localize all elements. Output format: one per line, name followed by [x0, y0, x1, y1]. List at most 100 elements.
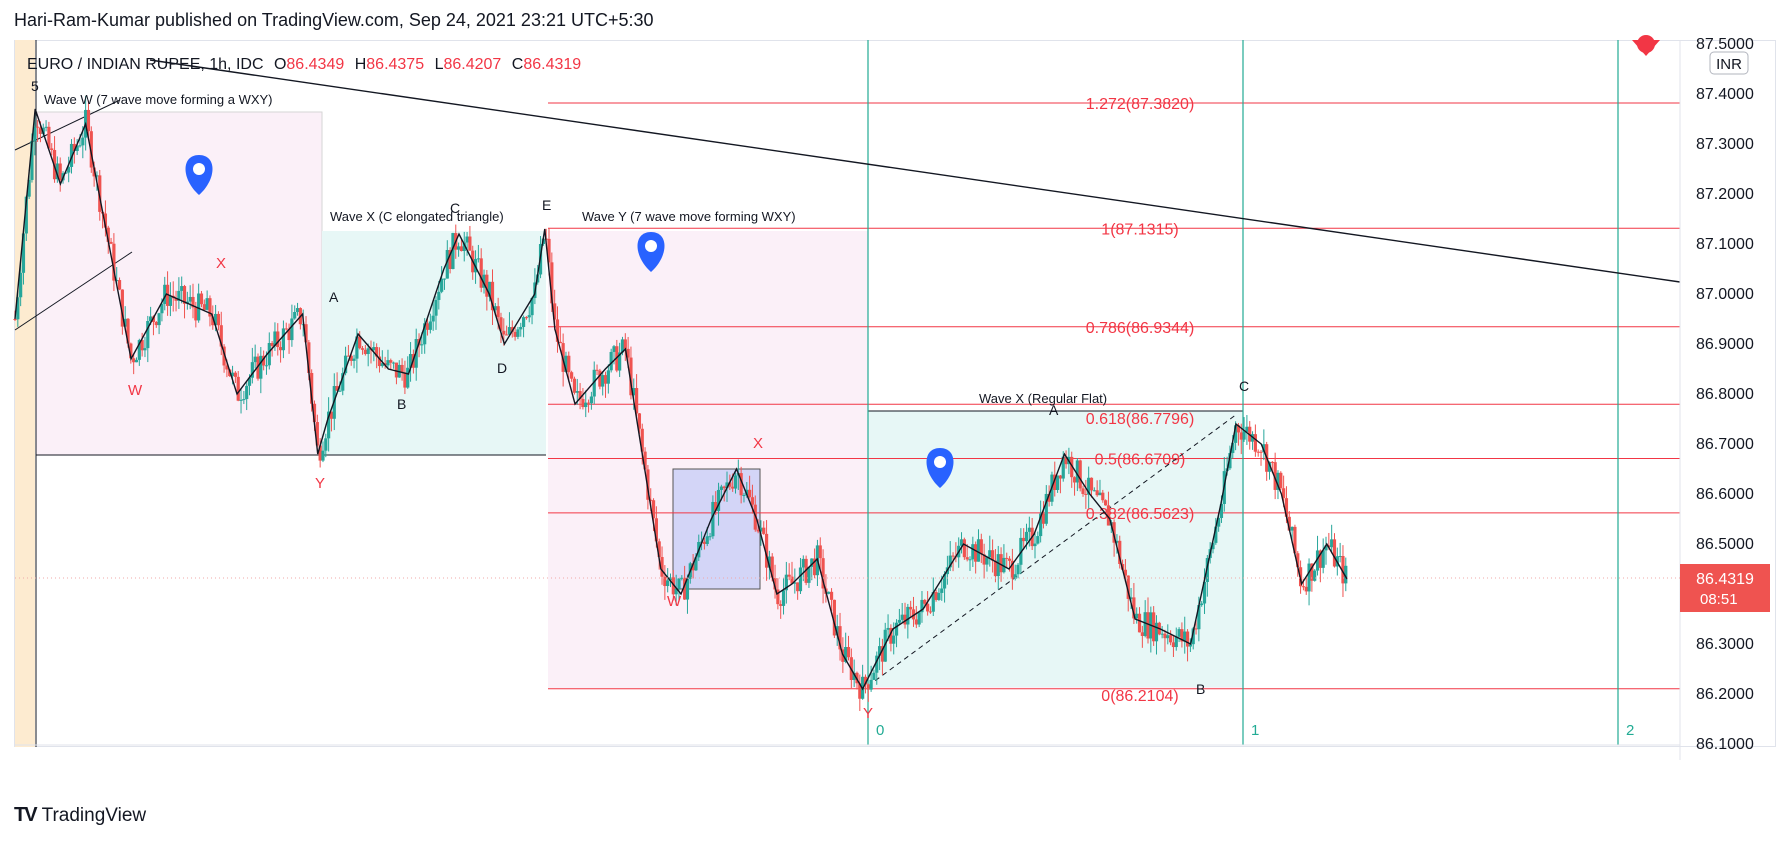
time-axis: 10 13 15 17 20 22 24 27 29: [188, 759, 1558, 760]
candle-body: [64, 172, 68, 174]
candle-body: [1135, 613, 1139, 619]
candle-body: [570, 372, 574, 379]
candle-body: [1024, 531, 1029, 542]
candle-body: [979, 539, 983, 555]
price-chart[interactable]: 1.272(87.3820) 1(87.1315) 0.786(86.9344) 0.…: [0, 0, 1791, 760]
candle-body: [637, 413, 642, 429]
candle-body: [191, 296, 195, 308]
candle-body: [575, 391, 579, 393]
candle-body: [92, 167, 96, 177]
candle-body: [1245, 426, 1249, 432]
candle-body: [1188, 644, 1192, 647]
candle-body: [928, 611, 933, 613]
candle-body: [524, 317, 529, 319]
low-value: 86.4207: [443, 56, 501, 73]
candle-body: [1112, 522, 1116, 543]
tradingview-footer[interactable]: TV TradingView: [14, 804, 146, 827]
wave-label-y: Y: [315, 475, 325, 492]
open-value: 86.4349: [286, 56, 344, 73]
candle-body: [742, 495, 746, 497]
wave-w-title: Wave W (7 wave move forming a WXY): [44, 92, 273, 107]
candle-body: [1027, 527, 1031, 532]
candle-body: [623, 339, 627, 349]
candle-body: [106, 227, 110, 242]
candle-body: [567, 355, 571, 373]
candle-body: [1087, 477, 1091, 495]
candle-body: [581, 399, 585, 408]
candle-body: [250, 362, 254, 378]
candle-body: [917, 612, 921, 625]
candle-body: [1089, 477, 1094, 491]
candle-body: [459, 246, 464, 252]
candle-body: [372, 347, 376, 351]
candle-body: [287, 329, 291, 341]
candle-body: [1267, 461, 1272, 472]
candle-body: [1236, 425, 1241, 433]
candle-body: [19, 272, 23, 298]
candle-body: [1205, 558, 1209, 582]
candle-body: [1273, 462, 1277, 490]
candle-body: [1332, 539, 1337, 567]
candle-body: [1070, 456, 1074, 478]
candle-body: [1324, 545, 1328, 551]
candle-body: [462, 242, 466, 252]
candle-body: [1022, 537, 1026, 542]
map-pin-icon[interactable]: [637, 232, 665, 272]
candle-body: [991, 550, 995, 561]
candle-body: [44, 126, 48, 128]
time-tick-label: 29: [1540, 759, 1558, 760]
candle-body: [1064, 456, 1068, 465]
candle-body: [177, 290, 181, 301]
candle-body: [1010, 560, 1014, 579]
fib-level-label: 0.382(86.5623): [1086, 506, 1195, 523]
candle-body: [756, 529, 760, 532]
candle-body: [247, 377, 252, 386]
currency-badge[interactable]: [1709, 51, 1749, 75]
candle-body: [968, 559, 972, 561]
candle-body: [239, 399, 243, 401]
map-pin-icon[interactable]: [185, 155, 213, 195]
candle-body: [1338, 556, 1342, 558]
candle-body: [428, 321, 432, 330]
candle-body: [572, 378, 577, 393]
wave-y-box: [548, 231, 868, 688]
candle-body: [1126, 575, 1130, 599]
candle-body: [920, 599, 924, 613]
candle-body: [668, 577, 673, 581]
candle-body: [165, 284, 170, 306]
candle-body: [1129, 597, 1133, 599]
candle-body: [109, 241, 113, 244]
chart-frame[interactable]: [14, 40, 1776, 747]
candle-body: [1330, 539, 1334, 548]
candle-body: [146, 321, 150, 349]
time-tick-label: 15: [470, 759, 488, 760]
candle-body: [728, 482, 732, 487]
candle-body: [626, 348, 630, 358]
candle-body: [620, 339, 625, 353]
wave-label-w2: W: [667, 593, 682, 610]
candle-body: [507, 327, 512, 335]
candle-body: [909, 606, 913, 610]
candle-body: [1101, 492, 1105, 501]
candle-body: [1013, 574, 1017, 579]
candle-body: [863, 676, 868, 685]
candle-body: [1228, 453, 1232, 469]
price-tick-label: 86.5000: [1696, 536, 1754, 553]
low-label: L: [435, 56, 444, 73]
candle-body: [157, 313, 161, 326]
candle-body: [168, 295, 172, 306]
open-label: O: [274, 56, 286, 73]
candle-body: [1177, 629, 1181, 637]
candle-body: [1146, 612, 1150, 639]
candle-body: [245, 385, 249, 400]
last-price-badge: [1680, 564, 1770, 612]
candle-body: [988, 550, 992, 558]
candle-body: [1242, 431, 1246, 440]
candle-body: [377, 356, 382, 367]
map-pin-icon[interactable]: [926, 448, 954, 488]
candle-body: [982, 554, 986, 565]
candle-body: [1016, 564, 1020, 575]
candle-body: [906, 606, 910, 625]
candle-body: [894, 622, 899, 636]
candle-body: [408, 354, 413, 368]
